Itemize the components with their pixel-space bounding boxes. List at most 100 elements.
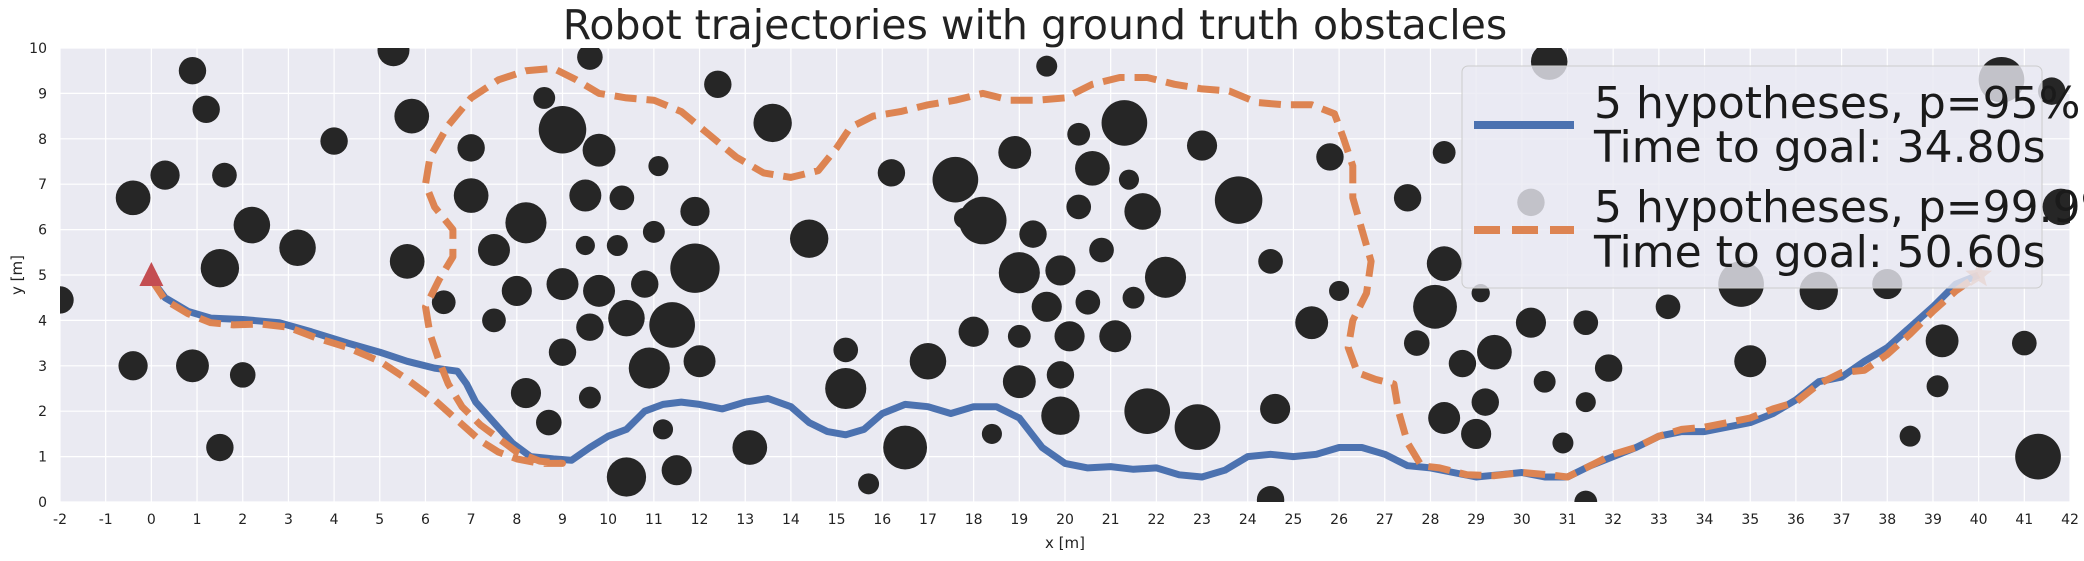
obstacle xyxy=(1260,393,1291,425)
y-tick-label: 10 xyxy=(29,41,47,57)
obstacle xyxy=(1066,194,1092,220)
obstacle xyxy=(1734,345,1767,378)
x-tick-label: 11 xyxy=(645,512,663,528)
x-tick-label: 32 xyxy=(1604,512,1622,528)
legend-box xyxy=(1461,65,2043,289)
obstacle xyxy=(883,425,928,470)
y-tick-label: 1 xyxy=(38,450,47,466)
x-tick-label: 24 xyxy=(1239,512,1257,528)
obstacle xyxy=(1428,402,1461,434)
x-tick-label: -2 xyxy=(53,512,67,528)
obstacle xyxy=(1214,176,1263,224)
obstacle xyxy=(1046,361,1075,389)
obstacle xyxy=(1925,324,1959,358)
obstacle xyxy=(1036,55,1058,77)
obstacle xyxy=(753,103,792,143)
y-tick-label: 7 xyxy=(38,177,47,193)
obstacle xyxy=(320,127,348,155)
x-tick-label: 37 xyxy=(1833,512,1851,528)
obstacle xyxy=(533,86,556,109)
x-tick-label: 30 xyxy=(1513,512,1531,528)
x-tick-label: 20 xyxy=(1056,512,1074,528)
legend-series-2-name: 5 hypotheses, p=99.9% xyxy=(1594,182,2084,233)
x-tick-label: 26 xyxy=(1330,512,1348,528)
obstacles-layer xyxy=(60,48,2070,502)
x-tick-label: 40 xyxy=(1970,512,1988,528)
obstacle xyxy=(536,409,562,436)
x-tick-label: 8 xyxy=(512,512,521,528)
x-tick-label: 13 xyxy=(736,512,754,528)
obstacle xyxy=(1461,418,1492,449)
obstacle xyxy=(377,48,410,67)
obstacle xyxy=(582,133,616,167)
obstacle xyxy=(1655,294,1681,320)
obstacle xyxy=(538,105,587,154)
obstacle xyxy=(606,234,628,256)
obstacle xyxy=(1031,291,1062,322)
obstacle xyxy=(178,56,207,85)
obstacle xyxy=(1075,150,1110,186)
x-axis-ticks: -2 -1 0 1 2 3 4 5 6 7 8 9 10 11 12 13 14 15 16 17 18 19 20 21 22… xyxy=(53,512,2079,528)
x-tick-label: 41 xyxy=(2015,512,2033,528)
x-tick-label: 28 xyxy=(1422,512,1440,528)
y-tick-label: 6 xyxy=(38,223,47,239)
x-tick-label: 18 xyxy=(965,512,983,528)
obstacle xyxy=(1019,220,1047,248)
obstacle xyxy=(1329,280,1350,301)
obstacle xyxy=(1899,425,1921,447)
x-tick-label: 33 xyxy=(1650,512,1668,528)
obstacle xyxy=(431,290,456,315)
obstacle xyxy=(477,234,510,267)
x-tick-label: 21 xyxy=(1102,512,1120,528)
obstacle xyxy=(1316,143,1344,171)
obstacle xyxy=(877,159,906,187)
legend: 5 hypotheses, p=95% Time to goal: 34.80s… xyxy=(1461,65,2084,289)
obstacle xyxy=(1393,184,1422,212)
obstacle xyxy=(833,337,859,363)
obstacle xyxy=(1144,256,1187,298)
obstacle xyxy=(1099,320,1132,353)
legend-series-1-time: Time to goal: 34.80s xyxy=(1593,122,2046,173)
obstacle xyxy=(569,179,602,212)
obstacle xyxy=(1573,310,1599,336)
obstacle xyxy=(1186,130,1218,161)
y-tick-label: 9 xyxy=(38,86,47,102)
obstacle xyxy=(609,185,635,211)
obstacle xyxy=(909,342,947,380)
x-tick-label: 27 xyxy=(1376,512,1394,528)
x-tick-label: 25 xyxy=(1284,512,1302,528)
x-tick-label: 3 xyxy=(284,512,293,528)
obstacle xyxy=(1515,307,1547,338)
obstacle xyxy=(958,316,989,347)
obstacle xyxy=(2015,433,2061,480)
obstacle xyxy=(606,457,647,497)
start-marker xyxy=(139,262,164,286)
x-tick-label: 36 xyxy=(1787,512,1805,528)
y-tick-label: 8 xyxy=(38,132,47,148)
obstacle xyxy=(453,178,489,213)
obstacle xyxy=(789,219,829,258)
x-tick-label: 23 xyxy=(1193,512,1211,528)
obstacle xyxy=(932,156,979,203)
trajectories-layer xyxy=(148,64,1981,481)
obstacle xyxy=(649,302,695,348)
obstacle xyxy=(981,423,1002,444)
x-tick-label: 7 xyxy=(467,512,476,528)
obstacle xyxy=(1477,334,1512,370)
obstacle xyxy=(858,473,880,495)
obstacle xyxy=(670,243,720,293)
x-tick-label: 31 xyxy=(1559,512,1577,528)
obstacle xyxy=(642,220,665,243)
obstacle xyxy=(1045,255,1076,286)
obstacle xyxy=(279,229,316,267)
x-tick-label: 35 xyxy=(1741,512,1759,528)
x-tick-label: 10 xyxy=(599,512,617,528)
obstacle xyxy=(1054,321,1085,352)
obstacle xyxy=(576,313,604,341)
obstacle xyxy=(457,134,485,162)
obstacle xyxy=(510,377,542,409)
x-tick-label: 6 xyxy=(421,512,430,528)
obstacle xyxy=(1256,486,1285,502)
obstacle xyxy=(2038,77,2066,105)
obstacle xyxy=(661,455,692,486)
